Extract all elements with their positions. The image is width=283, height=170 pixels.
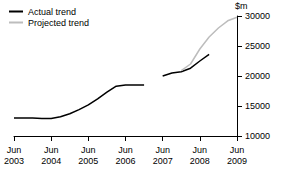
svg-text:10000: 10000 [245, 131, 270, 141]
svg-text:15000: 15000 [245, 101, 270, 111]
svg-text:2009: 2009 [227, 156, 247, 166]
svg-text:2005: 2005 [78, 156, 98, 166]
svg-text:$m: $m [235, 1, 248, 11]
svg-text:2003: 2003 [4, 156, 24, 166]
svg-text:Jun: Jun [44, 145, 59, 155]
svg-text:Jun: Jun [7, 145, 22, 155]
svg-text:Jun: Jun [81, 145, 96, 155]
svg-text:30000: 30000 [245, 11, 270, 21]
svg-text:25000: 25000 [245, 41, 270, 51]
svg-text:2006: 2006 [115, 156, 135, 166]
svg-text:Projected trend: Projected trend [28, 18, 89, 28]
svg-text:Jun: Jun [155, 145, 170, 155]
svg-text:2007: 2007 [153, 156, 173, 166]
svg-text:2008: 2008 [190, 156, 210, 166]
svg-text:Jun: Jun [230, 145, 245, 155]
svg-text:Jun: Jun [193, 145, 208, 155]
svg-text:Jun: Jun [118, 145, 133, 155]
svg-text:2004: 2004 [41, 156, 61, 166]
svg-text:Actual trend: Actual trend [28, 7, 76, 17]
svg-text:20000: 20000 [245, 71, 270, 81]
